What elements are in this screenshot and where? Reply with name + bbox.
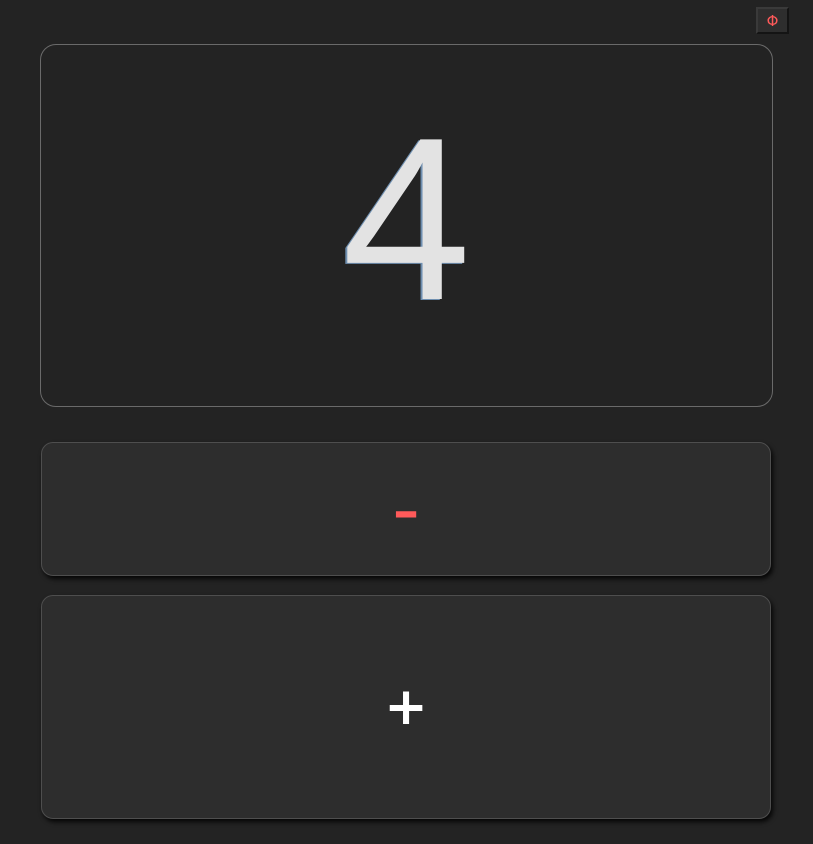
decrement-button[interactable]: - xyxy=(41,442,771,576)
plus-icon: + xyxy=(384,677,428,737)
minus-icon: - xyxy=(392,487,420,538)
counter-display: 4 xyxy=(40,44,773,407)
increment-button[interactable]: + xyxy=(41,595,771,819)
counter-value: 4 xyxy=(341,89,472,349)
power-button[interactable]: Φ xyxy=(756,7,789,34)
